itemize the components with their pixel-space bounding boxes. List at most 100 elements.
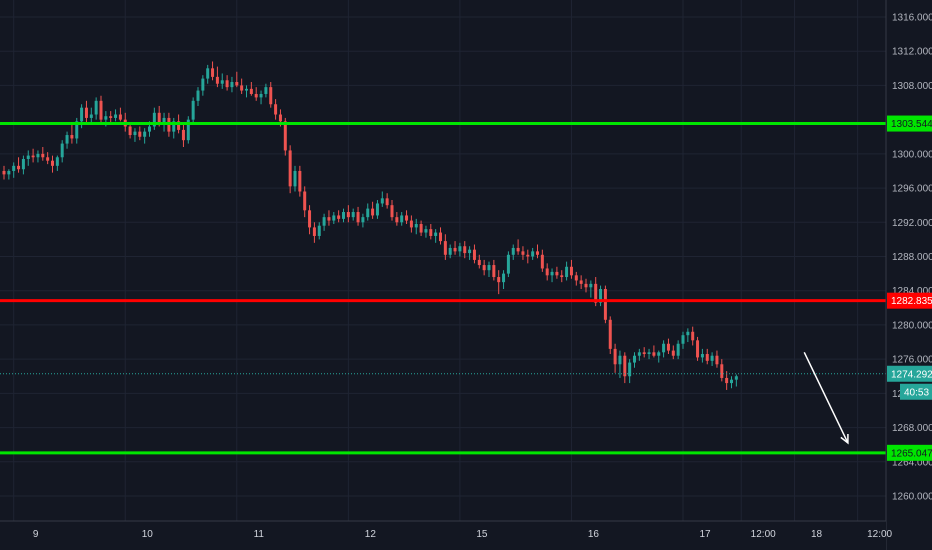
candle-body — [511, 247, 515, 255]
candle-body — [424, 229, 428, 233]
y-tick-label: 1268.000 — [892, 423, 932, 434]
candle-body — [681, 335, 685, 344]
candle-body — [109, 116, 113, 118]
candle-body — [269, 87, 273, 105]
candle-body — [21, 158, 25, 170]
candle-body — [705, 354, 709, 361]
candle-body — [400, 215, 404, 223]
candle-body — [94, 100, 98, 115]
y-tick-label: 1316.000 — [892, 13, 932, 24]
candle-body — [599, 289, 603, 303]
candle-body — [36, 153, 40, 158]
candle-body — [536, 251, 539, 255]
candle-body — [540, 254, 544, 269]
candle-body — [17, 165, 21, 170]
candle-body — [526, 254, 530, 257]
arrow-head — [840, 433, 849, 445]
candle-body — [104, 116, 108, 120]
candle-body — [380, 198, 384, 204]
x-tick-label: 17 — [699, 529, 711, 540]
candle-body — [531, 251, 535, 257]
candle-body — [506, 254, 510, 274]
candle-body — [278, 114, 282, 122]
candle-body — [128, 126, 132, 136]
candle-body — [375, 203, 379, 216]
candle-body — [225, 80, 229, 88]
candle-body — [230, 82, 234, 88]
candle-body — [666, 343, 670, 351]
candle-body — [31, 155, 35, 158]
projection-arrow — [803, 351, 849, 445]
candle-body — [293, 170, 297, 187]
candle-body — [215, 76, 219, 84]
y-tick-label: 1300.000 — [892, 149, 932, 160]
candle-body — [409, 220, 413, 228]
y-tick-label: 1296.000 — [892, 184, 932, 195]
candle-body — [497, 277, 501, 283]
candle-body — [65, 135, 69, 144]
x-tick-label: 10 — [142, 529, 154, 540]
candle-body — [502, 273, 506, 283]
candle-body — [89, 114, 93, 118]
candle-body — [642, 352, 646, 355]
x-tick-label: 9 — [33, 529, 39, 540]
candle-body — [172, 121, 176, 132]
candle-body — [594, 283, 598, 303]
y-tick-label: 1276.000 — [892, 355, 932, 366]
candle-body — [133, 131, 137, 136]
candle-body — [177, 121, 181, 130]
candle-body — [84, 107, 88, 118]
y-tick-label: 1308.000 — [892, 81, 932, 92]
candle-body — [356, 212, 360, 223]
candle-body — [492, 265, 496, 278]
candle-body — [41, 153, 45, 158]
candle-body — [206, 68, 210, 79]
candle-body — [487, 265, 491, 271]
candle-body — [458, 246, 462, 252]
x-tick-label: 12:00 — [751, 529, 776, 540]
candle-body — [414, 223, 418, 228]
candle-body — [143, 131, 147, 137]
candle-body — [482, 265, 486, 271]
candle-body — [734, 376, 738, 380]
candle-body — [589, 283, 593, 288]
candles — [2, 61, 738, 390]
candle-body — [148, 126, 151, 132]
time-axis — [0, 521, 886, 550]
y-tick-label: 1288.000 — [892, 252, 932, 263]
resistance-price-tag — [887, 292, 932, 309]
candle-body — [477, 259, 481, 266]
candle-body — [366, 208, 370, 218]
candle-body — [26, 155, 30, 159]
candle-body — [429, 229, 433, 236]
candle-body — [569, 266, 573, 276]
y-tick-label: 1260.000 — [892, 492, 932, 503]
y-tick-label: 12 — [892, 389, 904, 400]
candle-body — [560, 275, 564, 278]
candle-body — [443, 241, 447, 255]
candle-body — [618, 355, 622, 365]
candle-body — [603, 289, 607, 320]
countdown-label: 40:53 — [904, 387, 929, 398]
candle-body — [390, 205, 394, 218]
x-tick-label: 15 — [476, 529, 488, 540]
candle-body — [710, 355, 714, 361]
candle-body — [55, 157, 59, 166]
candle-body — [114, 114, 118, 118]
candle-body — [545, 268, 549, 276]
candle-body — [439, 232, 442, 242]
candle-body — [395, 217, 399, 223]
x-tick-label: 11 — [254, 529, 265, 540]
y-tick-label: 1292.000 — [892, 218, 932, 229]
candle-body — [196, 90, 200, 101]
candle-body — [264, 87, 268, 94]
candle-body — [288, 150, 292, 187]
candle-body — [283, 121, 287, 151]
candle-body — [75, 121, 79, 139]
candle-body — [637, 352, 641, 356]
x-tick-label: 16 — [588, 529, 600, 540]
arrow-shaft — [803, 351, 849, 444]
y-tick-label: 1284.000 — [892, 286, 932, 297]
